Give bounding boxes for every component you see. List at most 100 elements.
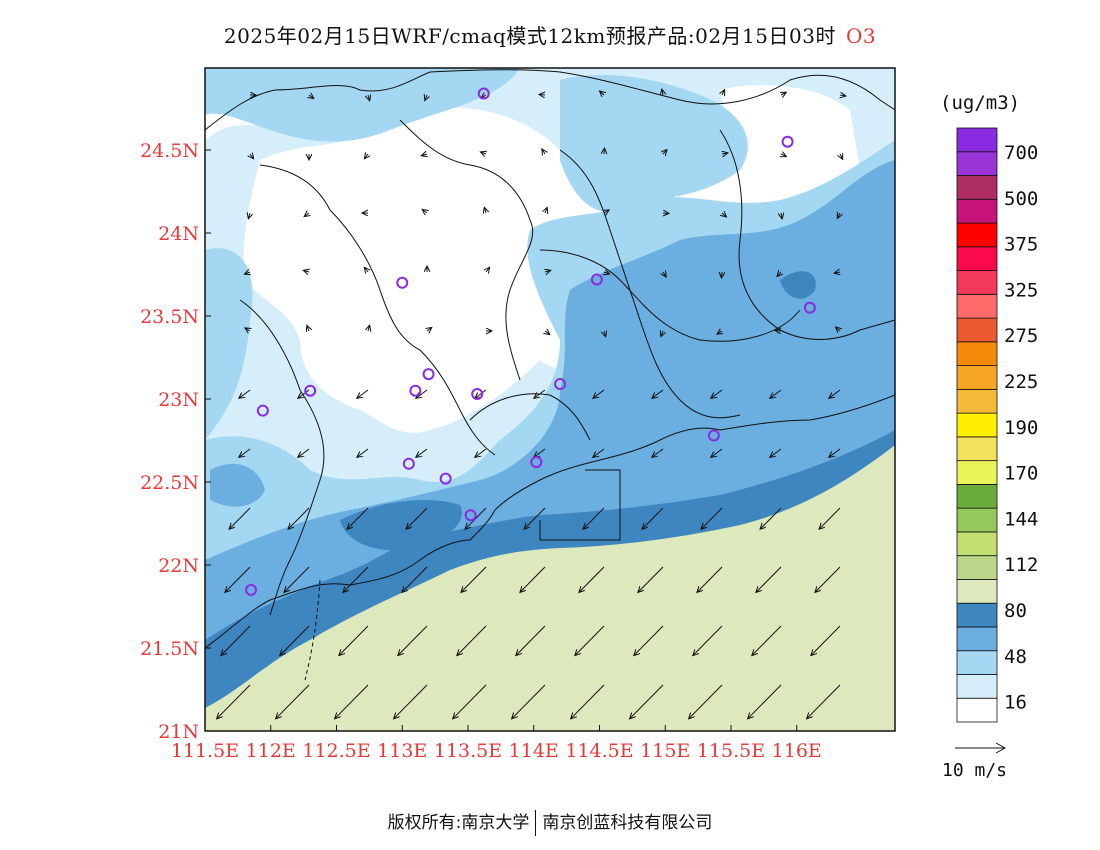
- wind-arrow: [777, 272, 781, 276]
- y-tick-label: 22N: [158, 555, 199, 577]
- wind-arrow: [593, 448, 605, 457]
- wind-arrow: [422, 209, 427, 213]
- wind-arrow: [770, 448, 782, 457]
- station-marker: [590, 273, 603, 286]
- station-marker: [530, 456, 543, 469]
- wind-arrow: [425, 95, 427, 101]
- colorbar-bin: [956, 674, 998, 699]
- y-tick-label: 23N: [158, 389, 199, 411]
- wind-arrow: [756, 566, 782, 592]
- wind-arrow: [837, 213, 840, 218]
- wind-arrow: [309, 95, 314, 99]
- wind-arrow: [545, 331, 550, 335]
- field-32-48-b: [205, 68, 520, 142]
- wind-arrow: [250, 154, 254, 159]
- city-border-8: [539, 469, 621, 541]
- colorbar-bin: [956, 127, 998, 153]
- x-tick-label: 114E: [509, 740, 559, 762]
- colorbar-label: 48: [1004, 646, 1027, 668]
- x-tick-label: 112.5E: [302, 740, 370, 762]
- wind-arrow: [721, 272, 722, 278]
- wind-arrow: [600, 91, 604, 95]
- wind-arrow: [781, 154, 786, 157]
- wind-arrow: [402, 566, 428, 592]
- station-marker: [464, 509, 477, 522]
- colorbar-label: 80: [1004, 600, 1027, 622]
- city-border-4: [719, 129, 895, 340]
- wind-arrow: [284, 566, 310, 592]
- city-border-2: [399, 119, 534, 381]
- wind-arrow: [304, 213, 309, 217]
- wind-arrow: [604, 148, 605, 154]
- wind-arrow: [662, 89, 663, 95]
- colorbar-bin: [956, 365, 998, 390]
- wind-arrow: [722, 213, 726, 217]
- wind-arrow: [461, 566, 487, 592]
- boundaries: [205, 69, 895, 681]
- wind-arrow: [368, 325, 370, 331]
- colorbar: 700 500 375 325 275 225 190 170 144 112 80 48 16: [956, 127, 1038, 723]
- wind-key-arrow: [955, 742, 1007, 754]
- colorbar-label: 700: [1004, 142, 1038, 164]
- wind-arrow: [693, 625, 723, 656]
- colorbar-label: 325: [1004, 279, 1038, 301]
- station-marker: [477, 87, 490, 100]
- x-tick-label: 113.5E: [434, 740, 502, 762]
- colorbar-label: 500: [1004, 188, 1038, 210]
- wind-arrow: [752, 625, 782, 656]
- wind-arrow: [364, 154, 368, 159]
- wind-arrow: [711, 448, 723, 457]
- wind-arrow: [652, 448, 664, 457]
- colorbar-label: 170: [1004, 463, 1038, 485]
- station-marker: [422, 368, 435, 381]
- field-80-96: [205, 445, 895, 731]
- wind-arrow: [347, 507, 369, 529]
- colorbar-bin: [956, 436, 998, 462]
- wind-arrow: [484, 207, 486, 213]
- wind-arrow: [427, 327, 432, 331]
- x-tick-label: 115E: [640, 740, 690, 762]
- wind-arrow: [604, 331, 606, 337]
- station-marker: [554, 378, 567, 391]
- field-32-48-c: [560, 75, 748, 212]
- wind-arrow: [781, 92, 786, 95]
- colorbar-label: 225: [1004, 371, 1038, 393]
- wind-arrow: [357, 448, 369, 457]
- wind-arrow: [571, 684, 605, 719]
- y-tick-label: 24.5N: [140, 140, 199, 162]
- colorbar-bin: [956, 507, 998, 533]
- wind-arrow: [298, 448, 310, 457]
- wind-arrow: [364, 267, 368, 272]
- colorbar-bin: [956, 246, 998, 271]
- wind-arrow: [217, 684, 251, 719]
- wind-arrow: [416, 448, 428, 457]
- wind-arrow: [244, 272, 250, 274]
- wind-arrow: [711, 389, 723, 398]
- station-marker: [409, 384, 422, 397]
- station-marker: [396, 276, 409, 289]
- wind-arrow: [248, 213, 250, 219]
- wind-arrow: [457, 625, 487, 656]
- wind-arrow: [276, 684, 310, 719]
- wind-arrow: [634, 625, 664, 656]
- wind-arrow: [722, 90, 725, 95]
- y-tick-label: 21.5N: [140, 638, 199, 660]
- coastline: [205, 394, 895, 649]
- colorbar-bin: [956, 412, 998, 438]
- wind-arrow: [534, 389, 546, 398]
- wind-arrow: [280, 625, 310, 656]
- wind-arrow: [239, 448, 251, 457]
- footer-separator: [535, 810, 537, 836]
- wind-arrow: [486, 267, 490, 272]
- colorbar-bin: [956, 198, 998, 224]
- wind-arrow: [781, 213, 782, 219]
- colorbar-label: 112: [1004, 554, 1038, 576]
- wind-arrow: [368, 95, 370, 101]
- copyright-footer: 版权所有:南京大学 南京创蓝科技有限公司: [0, 808, 1100, 836]
- x-tick-label: 114.5E: [565, 740, 633, 762]
- station-marker: [781, 135, 794, 148]
- colorbar-bin: [956, 317, 998, 343]
- colorbar-label: 16: [1004, 692, 1027, 714]
- colorbar-label: 144: [1004, 508, 1038, 530]
- colorbar-label: 375: [1004, 234, 1038, 256]
